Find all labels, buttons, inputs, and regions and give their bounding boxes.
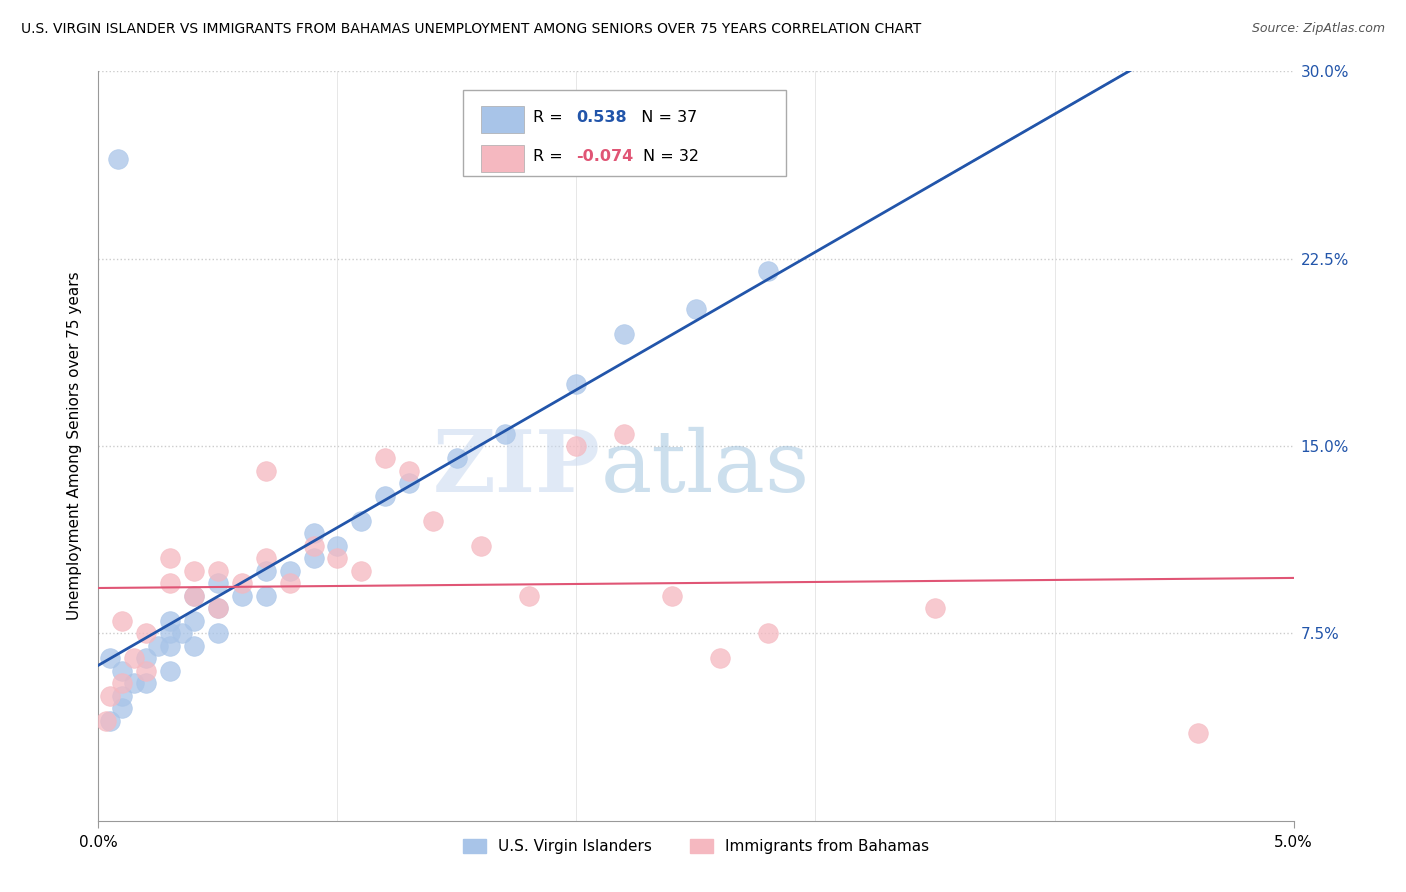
Point <box>98 714 122 728</box>
Point <box>661 589 683 603</box>
Point <box>326 551 349 566</box>
Point <box>111 664 134 678</box>
Point <box>207 601 229 615</box>
Point <box>159 551 181 566</box>
Point <box>398 476 420 491</box>
Point <box>207 601 229 615</box>
Point <box>685 301 707 316</box>
Point <box>517 589 540 603</box>
Point <box>207 564 229 578</box>
Text: R =: R = <box>533 149 568 163</box>
Point <box>111 676 134 690</box>
Point <box>278 576 301 591</box>
Point <box>302 551 325 566</box>
Point <box>254 564 277 578</box>
Point <box>94 714 117 728</box>
Point <box>111 701 134 715</box>
Point <box>135 676 157 690</box>
Legend: U.S. Virgin Islanders, Immigrants from Bahamas: U.S. Virgin Islanders, Immigrants from B… <box>456 831 936 862</box>
Point <box>135 651 157 665</box>
Point <box>446 451 468 466</box>
Point <box>756 264 779 278</box>
Text: ZIP: ZIP <box>433 426 600 510</box>
Point <box>302 526 325 541</box>
Point <box>254 551 277 566</box>
Point <box>207 626 229 640</box>
Point <box>1187 726 1209 740</box>
Text: atlas: atlas <box>600 427 810 510</box>
Point <box>159 614 181 628</box>
Point <box>470 539 492 553</box>
Point <box>254 589 277 603</box>
Point <box>613 426 636 441</box>
Text: 0.538: 0.538 <box>576 110 627 125</box>
Point <box>756 626 779 640</box>
Point <box>124 676 146 690</box>
Text: R =: R = <box>533 110 568 125</box>
Text: -0.074: -0.074 <box>576 149 634 163</box>
Text: N = 37: N = 37 <box>631 110 697 125</box>
Point <box>172 626 194 640</box>
Point <box>159 626 181 640</box>
Point <box>278 564 301 578</box>
Text: N = 32: N = 32 <box>644 149 699 163</box>
Point <box>98 689 122 703</box>
Point <box>183 589 205 603</box>
Point <box>709 651 731 665</box>
Text: U.S. VIRGIN ISLANDER VS IMMIGRANTS FROM BAHAMAS UNEMPLOYMENT AMONG SENIORS OVER : U.S. VIRGIN ISLANDER VS IMMIGRANTS FROM … <box>21 22 921 37</box>
Point <box>159 639 181 653</box>
Point <box>326 539 349 553</box>
Point <box>398 464 420 478</box>
Point <box>111 614 134 628</box>
Point <box>183 589 205 603</box>
Point <box>374 489 396 503</box>
Point <box>135 664 157 678</box>
Point <box>148 639 170 653</box>
Point <box>207 576 229 591</box>
Point <box>350 514 373 528</box>
Point <box>565 439 588 453</box>
Point <box>159 664 181 678</box>
Point <box>183 564 205 578</box>
Point <box>107 152 129 166</box>
Point <box>183 614 205 628</box>
Text: Source: ZipAtlas.com: Source: ZipAtlas.com <box>1251 22 1385 36</box>
FancyBboxPatch shape <box>481 106 524 133</box>
FancyBboxPatch shape <box>463 90 786 177</box>
Point <box>924 601 946 615</box>
Point <box>231 589 253 603</box>
Point <box>254 464 277 478</box>
Point <box>494 426 516 441</box>
Point <box>124 651 146 665</box>
Point <box>422 514 444 528</box>
Point <box>98 651 122 665</box>
Point <box>302 539 325 553</box>
FancyBboxPatch shape <box>481 145 524 172</box>
Point <box>135 626 157 640</box>
Point <box>159 576 181 591</box>
Point <box>565 376 588 391</box>
Point <box>183 639 205 653</box>
Point <box>374 451 396 466</box>
Point <box>231 576 253 591</box>
Point <box>350 564 373 578</box>
Point <box>111 689 134 703</box>
Point <box>613 326 636 341</box>
Y-axis label: Unemployment Among Seniors over 75 years: Unemployment Among Seniors over 75 years <box>67 272 83 620</box>
